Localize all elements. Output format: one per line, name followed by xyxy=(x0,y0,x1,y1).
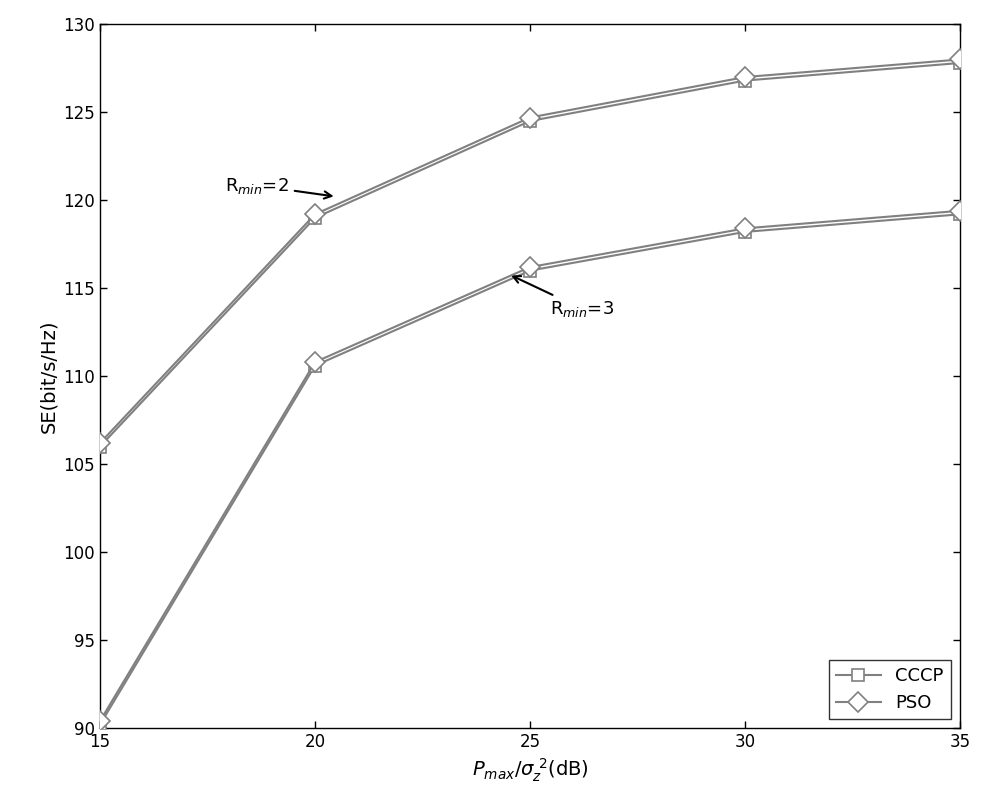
Legend: CCCP, PSO: CCCP, PSO xyxy=(829,659,951,719)
Y-axis label: SE(bit/s/Hz): SE(bit/s/Hz) xyxy=(39,320,58,433)
X-axis label: $P_{max}/\sigma_z^{\ 2}$(dB): $P_{max}/\sigma_z^{\ 2}$(dB) xyxy=(472,756,588,784)
Text: R$_{min}$=2: R$_{min}$=2 xyxy=(225,176,331,198)
Text: R$_{min}$=3: R$_{min}$=3 xyxy=(513,276,614,319)
